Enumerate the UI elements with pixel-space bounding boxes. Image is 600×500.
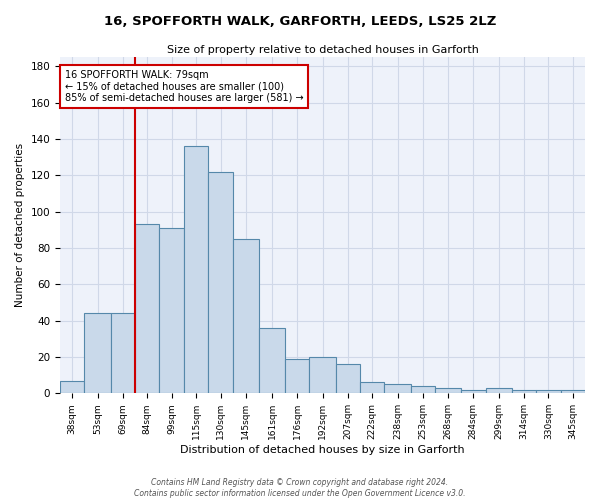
Bar	[385, 384, 410, 394]
Bar	[135, 224, 160, 394]
Text: 16 SPOFFORTH WALK: 79sqm
← 15% of detached houses are smaller (100)
85% of semi-: 16 SPOFFORTH WALK: 79sqm ← 15% of detach…	[65, 70, 304, 103]
Bar	[512, 390, 536, 394]
Bar	[560, 390, 585, 394]
Bar	[485, 388, 512, 394]
Bar	[285, 359, 310, 394]
X-axis label: Distribution of detached houses by size in Garforth: Distribution of detached houses by size …	[180, 445, 465, 455]
Bar	[360, 382, 385, 394]
Title: Size of property relative to detached houses in Garforth: Size of property relative to detached ho…	[167, 45, 478, 55]
Bar	[410, 386, 435, 394]
Bar	[60, 380, 85, 394]
Bar	[435, 388, 461, 394]
Bar	[461, 390, 485, 394]
Bar	[110, 314, 135, 394]
Text: 16, SPOFFORTH WALK, GARFORTH, LEEDS, LS25 2LZ: 16, SPOFFORTH WALK, GARFORTH, LEEDS, LS2…	[104, 15, 496, 28]
Text: Contains HM Land Registry data © Crown copyright and database right 2024.
Contai: Contains HM Land Registry data © Crown c…	[134, 478, 466, 498]
Bar	[160, 228, 184, 394]
Y-axis label: Number of detached properties: Number of detached properties	[15, 143, 25, 308]
Bar	[208, 172, 233, 394]
Bar	[85, 314, 110, 394]
Bar	[536, 390, 560, 394]
Bar	[233, 239, 259, 394]
Bar	[310, 357, 335, 394]
Bar	[184, 146, 208, 394]
Bar	[335, 364, 360, 394]
Bar	[259, 328, 285, 394]
